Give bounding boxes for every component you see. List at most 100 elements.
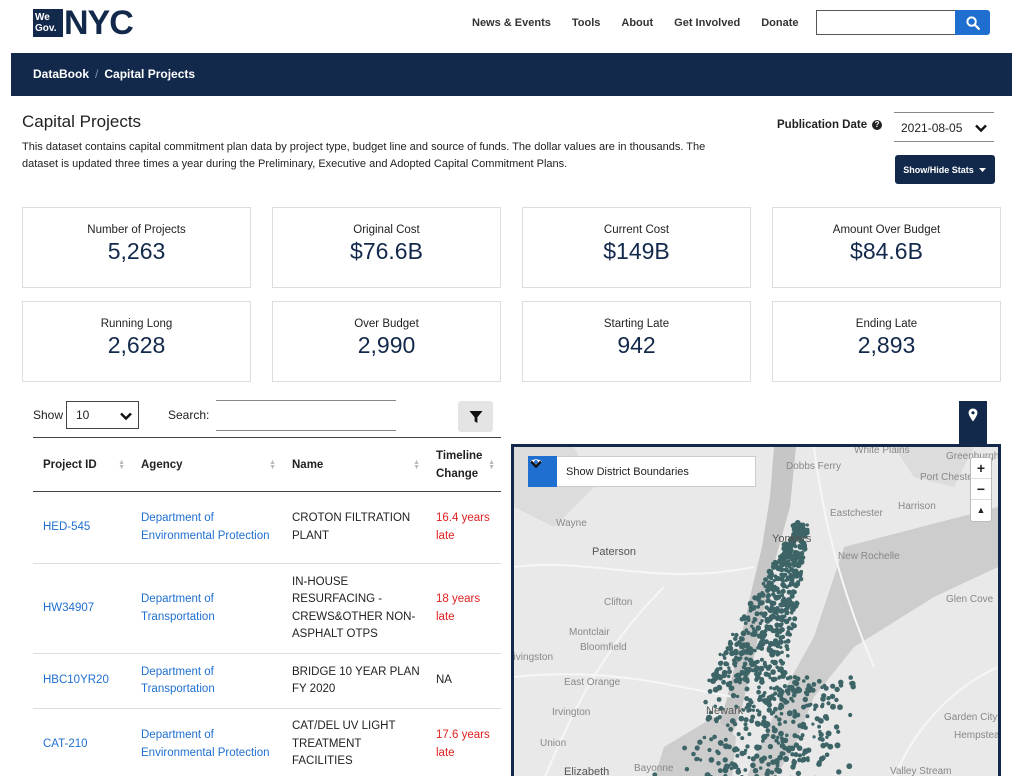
project-dot[interactable] [792, 689, 796, 693]
project-dot[interactable] [738, 636, 743, 641]
project-dot[interactable] [749, 718, 755, 724]
project-dot[interactable] [763, 577, 768, 582]
project-dot[interactable] [797, 544, 803, 550]
project-dot[interactable] [806, 758, 810, 763]
project-dot[interactable] [712, 686, 719, 693]
project-dot[interactable] [728, 726, 734, 732]
project-dot[interactable] [762, 611, 768, 617]
project-dot[interactable] [825, 730, 832, 737]
project-dot[interactable] [747, 755, 751, 760]
project-dot[interactable] [754, 753, 760, 759]
project-dot[interactable] [836, 769, 842, 775]
project-dot[interactable] [743, 768, 748, 772]
project-dot[interactable] [775, 763, 780, 768]
project-dot[interactable] [779, 711, 784, 716]
help-icon[interactable]: ? [872, 120, 883, 130]
site-search-button[interactable] [955, 10, 990, 35]
site-search-input[interactable] [816, 10, 956, 35]
project-dot[interactable] [777, 668, 781, 673]
breadcrumb-databook[interactable]: DataBook [33, 67, 90, 81]
project-dot[interactable] [756, 689, 761, 695]
project-dot[interactable] [750, 648, 754, 652]
project-dot[interactable] [758, 621, 763, 626]
project-dot[interactable] [774, 685, 780, 690]
project-dot[interactable] [818, 718, 824, 724]
project-dot[interactable] [803, 690, 808, 695]
project-dot[interactable] [759, 679, 765, 685]
project-dot[interactable] [778, 703, 785, 710]
project-dot[interactable] [786, 654, 790, 658]
wegov-nyc-logo[interactable]: We Gov. NYC [33, 6, 134, 40]
project-dot[interactable] [796, 524, 802, 530]
project-dot[interactable] [736, 732, 741, 737]
project-dot[interactable] [731, 632, 735, 637]
project-dot[interactable] [755, 721, 761, 727]
project-dot[interactable] [757, 697, 762, 702]
project-dot[interactable] [777, 721, 782, 727]
project-dot[interactable] [771, 600, 777, 606]
project-dot[interactable] [652, 772, 658, 776]
project-dot[interactable] [761, 734, 767, 740]
project-dot[interactable] [717, 660, 724, 666]
project-dot[interactable] [765, 768, 771, 774]
project-dot[interactable] [769, 604, 774, 609]
project-dot[interactable] [794, 563, 799, 568]
project-dot[interactable] [759, 766, 763, 770]
project-dot[interactable] [782, 684, 787, 689]
project-dot[interactable] [768, 676, 772, 680]
project-id-link[interactable]: HW34907 [33, 563, 131, 654]
table-search-input[interactable] [216, 400, 396, 431]
project-dot[interactable] [790, 523, 796, 529]
agency-link[interactable]: Department of Environmental Protection [131, 708, 282, 776]
project-dot[interactable] [746, 666, 753, 673]
project-dot[interactable] [793, 752, 799, 758]
project-dot[interactable] [739, 750, 746, 757]
project-dot[interactable] [760, 591, 765, 595]
project-dot[interactable] [704, 772, 711, 776]
project-dot[interactable] [793, 582, 799, 589]
project-dot[interactable] [805, 523, 809, 527]
district-boundaries-toggle[interactable]: Show District Boundaries [528, 456, 756, 487]
project-dot[interactable] [769, 770, 775, 775]
project-dot[interactable] [764, 639, 769, 645]
project-dot[interactable] [767, 743, 774, 750]
project-dot[interactable] [797, 559, 803, 564]
project-dot[interactable] [757, 671, 762, 676]
project-dot[interactable] [750, 762, 756, 769]
project-dot[interactable] [782, 548, 788, 553]
project-dot[interactable] [761, 641, 766, 647]
show-entries-select[interactable]: 10 [66, 401, 139, 429]
project-dot[interactable] [848, 675, 853, 680]
project-dot[interactable] [781, 603, 786, 607]
project-dot[interactable] [792, 616, 798, 622]
project-dot[interactable] [770, 669, 776, 675]
project-dot[interactable] [713, 704, 717, 709]
project-dot[interactable] [743, 621, 748, 625]
project-dot[interactable] [775, 565, 781, 571]
project-dot[interactable] [708, 757, 715, 763]
project-dot[interactable] [834, 697, 839, 703]
project-dot[interactable] [682, 745, 687, 751]
project-dot[interactable] [742, 649, 748, 655]
project-dot[interactable] [797, 534, 801, 539]
project-dot[interactable] [756, 598, 761, 603]
project-dot[interactable] [769, 642, 773, 647]
project-dot[interactable] [757, 685, 761, 690]
project-dot[interactable] [777, 675, 782, 680]
project-dot[interactable] [722, 757, 728, 763]
project-dot[interactable] [745, 744, 750, 749]
project-dot[interactable] [792, 589, 797, 595]
project-dot[interactable] [763, 671, 769, 677]
project-dot[interactable] [760, 721, 765, 727]
project-dot[interactable] [781, 583, 787, 589]
project-dot[interactable] [792, 680, 798, 685]
project-dot[interactable] [812, 735, 816, 739]
project-dot[interactable] [765, 722, 771, 728]
project-dot[interactable] [790, 568, 795, 573]
project-dot[interactable] [798, 736, 804, 741]
project-dot[interactable] [746, 615, 751, 619]
project-dot[interactable] [757, 710, 762, 714]
project-dot[interactable] [743, 722, 748, 727]
project-dot[interactable] [822, 714, 829, 720]
project-dot[interactable] [798, 576, 804, 582]
